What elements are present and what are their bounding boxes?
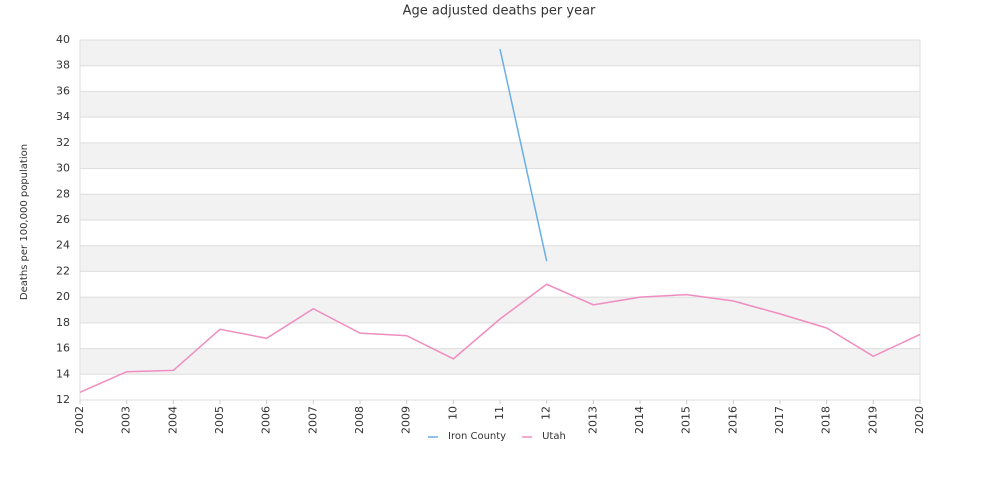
x-tick-label: 2007 [306, 406, 319, 434]
y-tick-label: 36 [56, 84, 70, 97]
y-tick-label: 30 [56, 162, 70, 175]
y-tick-label: 20 [56, 290, 70, 303]
x-tick-label: 2009 [400, 406, 413, 434]
legend-label: Utah [542, 431, 566, 442]
y-tick-label: 12 [56, 393, 70, 406]
y-axis-label: Deaths per 100,000 population [19, 144, 30, 300]
grid-band [80, 142, 920, 169]
y-tick-label: 26 [56, 213, 70, 226]
x-tick-label: 2014 [633, 406, 646, 434]
x-tick-label: 2017 [773, 406, 786, 434]
y-tick-label: 32 [56, 136, 70, 149]
y-tick-label: 38 [56, 59, 70, 72]
x-tick-label: 12 [540, 406, 553, 420]
x-tick-label: 2020 [913, 406, 926, 434]
x-tick-label: 2016 [726, 406, 739, 434]
y-tick-label: 16 [56, 342, 70, 355]
x-tick-label: 2013 [586, 406, 599, 434]
y-tick-label: 24 [56, 239, 70, 252]
series-line [499, 48, 548, 262]
y-tick-label: 18 [56, 316, 70, 329]
x-tick-label: 2003 [120, 406, 133, 434]
x-tick-label: 11 [493, 406, 506, 420]
x-tick-label: 2018 [820, 406, 833, 434]
x-tick-label: 2008 [353, 406, 366, 434]
grid-band [80, 194, 920, 220]
x-tick-label: 2019 [866, 406, 879, 434]
chart-title: Age adjusted deaths per year [403, 4, 596, 19]
y-tick-label: 34 [56, 110, 70, 123]
grid-band [80, 40, 920, 66]
y-tick-label: 40 [56, 33, 70, 46]
y-tick-label: 14 [56, 367, 70, 380]
x-tick-label: 2004 [166, 406, 179, 434]
grid-band [80, 348, 920, 375]
series-line [79, 283, 921, 393]
y-tick-label: 22 [56, 264, 70, 277]
grid-band [80, 91, 920, 118]
grid-band [80, 245, 920, 272]
x-tick-label: 10 [446, 406, 459, 420]
x-tick-label: 2006 [260, 406, 273, 434]
legend-label: Iron County [448, 431, 506, 442]
x-tick-label: 2002 [73, 406, 86, 434]
x-tick-label: 2015 [680, 406, 693, 434]
x-tick-label: 2005 [213, 406, 226, 434]
y-tick-label: 28 [56, 187, 70, 200]
